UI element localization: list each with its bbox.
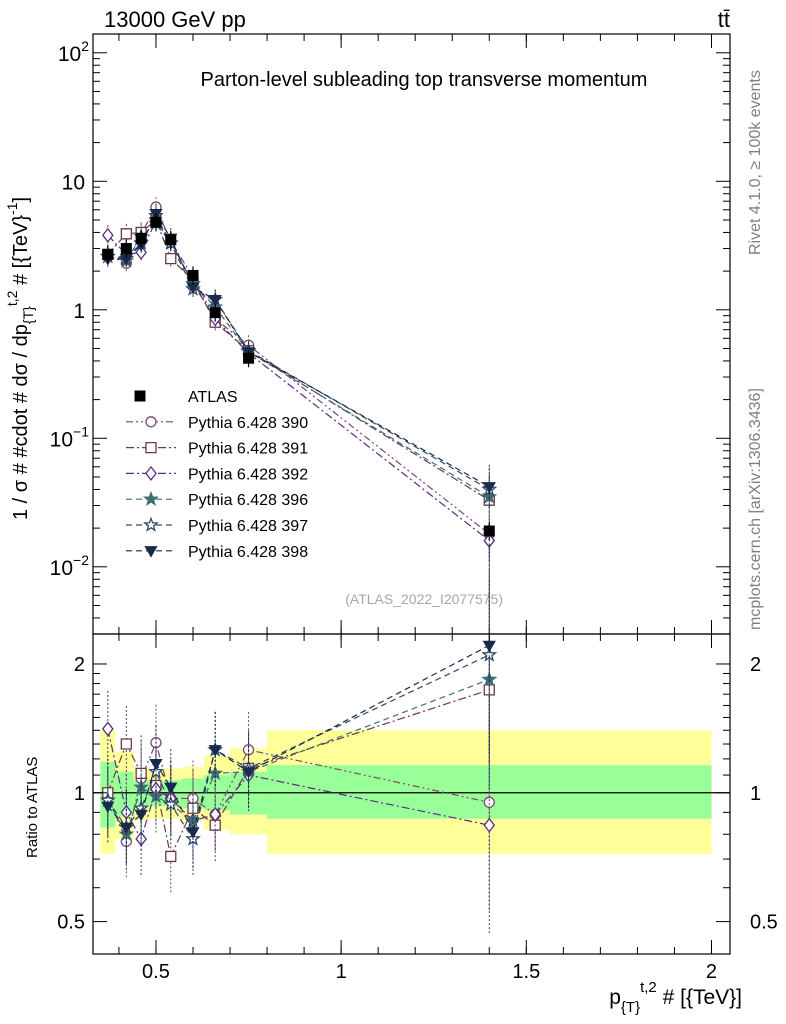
ratio-series-group [99, 535, 498, 936]
main-y-tick-label: 102 [58, 38, 89, 66]
legend-marker-atlas [134, 390, 146, 402]
ratio-point [186, 827, 200, 839]
ratio-point [120, 738, 132, 750]
main-y-tick-label: 1 [73, 300, 85, 323]
ratio-point [482, 640, 496, 653]
legend-marker [145, 441, 157, 454]
ratio-point [481, 646, 498, 662]
series-pythia-6-428-392 [101, 211, 496, 563]
ratio-bands [93, 730, 730, 854]
legend-label: Pythia 6.428 391 [188, 441, 308, 458]
ratio-point [241, 767, 256, 779]
ratio-x-tick-label: 2 [706, 961, 717, 983]
series-point [101, 227, 114, 243]
series-point [208, 294, 222, 307]
series-point [165, 253, 177, 265]
ratio-y-tick-label-right: 1 [750, 783, 761, 805]
ratio-y-tick-label-left: 1 [74, 783, 85, 805]
atlas-point [150, 216, 162, 228]
x-axis-label: p{T}t,2 # [{TeV}] [609, 979, 742, 1016]
ratio-point [101, 801, 115, 814]
atlas-point [187, 269, 199, 281]
analysis-watermark: (ATLAS_2022_I2077575) [345, 591, 503, 607]
legend-marker [143, 490, 159, 507]
series-line [107, 218, 490, 501]
legend: ATLAS Pythia 6.428 390 Pythia 6.428 391 Pyt… [126, 389, 308, 561]
ratio-point [483, 796, 495, 808]
ratio-y-tick-label-right: 0.5 [750, 912, 778, 934]
header-right-label: tt̄ [718, 7, 730, 32]
legend-label: Pythia 6.428 390 [188, 415, 308, 432]
main-y-tick-label: 10−2 [50, 552, 90, 580]
atlas-point [135, 232, 147, 244]
header-left-label: 13000 GeV pp [104, 7, 246, 32]
chart-title: Parton-level subleading top transverse m… [201, 69, 648, 91]
legend-label-atlas: ATLAS [188, 389, 238, 406]
main-series-group [99, 197, 498, 563]
ratio-series-line [107, 728, 490, 841]
ratio-series-5 [101, 535, 496, 870]
main-y-tick-label: 10−1 [50, 423, 90, 451]
main-y-tick-label: 10 [62, 171, 85, 194]
main-ylabel: 1 / σ # #cdot # dσ / dp{T}t,2 # [{TeV}-1… [4, 197, 36, 520]
legend-label: Pythia 6.428 398 [188, 544, 308, 561]
legend-marker [143, 516, 159, 532]
legend-label: Pythia 6.428 397 [188, 518, 308, 535]
atlas-point [483, 525, 495, 537]
series-line [107, 205, 490, 535]
legend-marker [145, 416, 157, 428]
ratio-y-tick-label-right: 2 [750, 654, 761, 676]
mcplots-label: mcplots.cern.ch [arXiv:1306.3436] [747, 388, 764, 630]
ratio-point [149, 758, 163, 771]
atlas-point [102, 248, 114, 260]
series-atlas [102, 213, 495, 540]
series-point [482, 482, 496, 494]
rivet-label: Rivet 4.1.0, ≥ 100k events [747, 70, 764, 255]
ratio-y-tick-label-left: 2 [74, 654, 85, 676]
ratio-point [164, 782, 178, 795]
ratio-point [208, 745, 222, 757]
ratio-point [119, 822, 133, 835]
legend-marker [145, 465, 157, 481]
atlas-point [243, 352, 255, 364]
ratio-point [165, 850, 177, 863]
ratio-x-tick-label: 1.5 [512, 961, 540, 983]
ratio-y-tick-label-left: 0.5 [57, 912, 85, 934]
ratio-point [101, 721, 114, 737]
legend-label: Pythia 6.428 396 [188, 492, 308, 509]
ratio-ylabel: Ratio to ATLAS [24, 757, 41, 858]
main-axis-ticks: 10−2 10−1 1 10 102 [50, 34, 730, 635]
atlas-point [165, 234, 177, 246]
legend-marker [144, 546, 158, 558]
ratio-point [483, 817, 496, 833]
legend-label: Pythia 6.428 392 [188, 466, 308, 483]
ratio-axis-ticks: 0.5 0.5 1 1 2 2 0.5 1 1.5 2 [57, 634, 778, 983]
series-point [120, 228, 132, 240]
ratio-point [134, 809, 148, 822]
ratio-frame [92, 633, 731, 955]
atlas-point [209, 307, 221, 319]
ratio-x-tick-label: 1 [336, 961, 347, 983]
series-pythia-6-428-398 [101, 203, 496, 509]
atlas-point [120, 242, 132, 254]
ratio-point [209, 806, 222, 823]
ratio-x-tick-label: 0.5 [142, 961, 170, 983]
